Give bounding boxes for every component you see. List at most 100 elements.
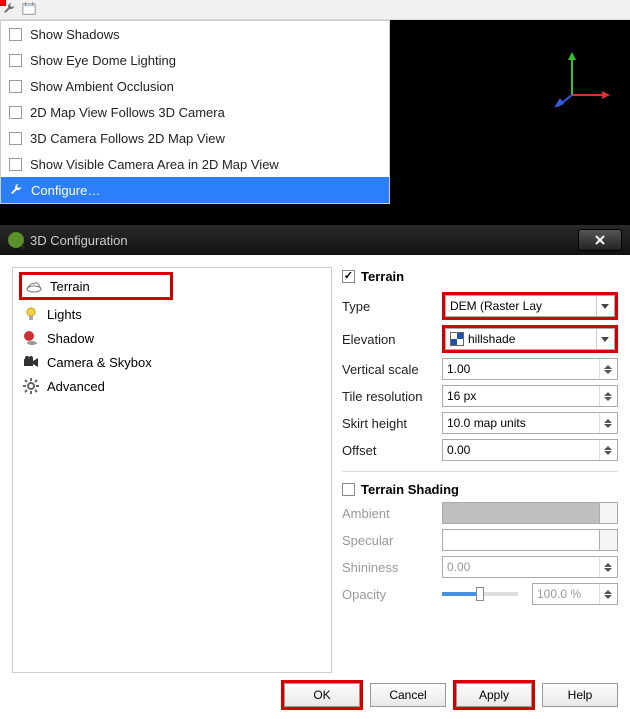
dialog-titlebar: 3D Configuration bbox=[0, 225, 630, 255]
close-button[interactable] bbox=[578, 229, 622, 251]
menu-2d-follows-3d[interactable]: 2D Map View Follows 3D Camera bbox=[1, 99, 389, 125]
checkbox-icon bbox=[9, 158, 22, 171]
row-offset: Offset 0.00 bbox=[342, 439, 618, 461]
chevron-down-icon[interactable] bbox=[600, 502, 618, 524]
ambient-label: Ambient bbox=[342, 506, 434, 521]
sidebar-label: Terrain bbox=[50, 279, 90, 294]
spinbox-arrows-icon[interactable] bbox=[599, 584, 615, 604]
checkbox-icon bbox=[9, 54, 22, 67]
section-title: Terrain bbox=[361, 269, 404, 284]
row-skirt: Skirt height 10.0 map units bbox=[342, 412, 618, 434]
spinbox-arrows-icon[interactable] bbox=[599, 413, 615, 433]
ambient-color-swatch[interactable] bbox=[442, 502, 600, 524]
checkbox-icon bbox=[9, 132, 22, 145]
opacity-label: Opacity bbox=[342, 587, 434, 602]
button-label: Cancel bbox=[389, 688, 426, 702]
menu-label: Show Ambient Occlusion bbox=[30, 79, 174, 94]
combo-value: DEM (Raster Lay bbox=[450, 299, 542, 313]
skirt-input[interactable]: 10.0 map units bbox=[442, 412, 618, 434]
menu-label: 2D Map View Follows 3D Camera bbox=[30, 105, 225, 120]
shininess-label: Shininess bbox=[342, 560, 434, 575]
menu-label: Configure… bbox=[31, 183, 100, 198]
highlight-terrain: Terrain bbox=[19, 272, 173, 300]
sidebar-item-terrain[interactable]: Terrain bbox=[26, 276, 90, 296]
spin-value: 100.0 % bbox=[537, 587, 581, 601]
menu-label: Show Shadows bbox=[30, 27, 120, 42]
checkbox-icon bbox=[9, 80, 22, 93]
row-opacity: Opacity 100.0 % bbox=[342, 583, 618, 605]
sidebar-item-shadow[interactable]: Shadow bbox=[13, 326, 331, 350]
opacity-input[interactable]: 100.0 % bbox=[532, 583, 618, 605]
sidebar-item-advanced[interactable]: Advanced bbox=[13, 374, 331, 398]
spin-value: 0.00 bbox=[447, 443, 470, 457]
row-specular: Specular bbox=[342, 529, 618, 551]
axis-gizmo bbox=[552, 50, 612, 110]
highlight-elevation: hillshade bbox=[442, 325, 618, 353]
notification-dot bbox=[0, 0, 6, 6]
row-type: Type DEM (Raster Lay bbox=[342, 292, 618, 320]
sidebar-item-camera[interactable]: Camera & Skybox bbox=[13, 350, 331, 374]
chevron-down-icon[interactable] bbox=[600, 529, 618, 551]
row-elevation: Elevation hillshade bbox=[342, 325, 618, 353]
spin-value: 1.00 bbox=[447, 362, 470, 376]
spinbox-arrows-icon[interactable] bbox=[599, 359, 615, 379]
shading-section-header[interactable]: Terrain Shading bbox=[342, 482, 618, 497]
tileres-input[interactable]: 16 px bbox=[442, 385, 618, 407]
menu-show-shadows[interactable]: Show Shadows bbox=[1, 21, 389, 47]
spin-value: 0.00 bbox=[447, 560, 470, 574]
terrain-icon bbox=[26, 278, 42, 294]
lightbulb-icon bbox=[23, 306, 39, 322]
section-title: Terrain Shading bbox=[361, 482, 459, 497]
specular-label: Specular bbox=[342, 533, 434, 548]
tileres-label: Tile resolution bbox=[342, 389, 434, 404]
offset-input[interactable]: 0.00 bbox=[442, 439, 618, 461]
dialog-footer: OK Cancel Apply Help bbox=[12, 673, 618, 707]
help-button[interactable]: Help bbox=[542, 683, 618, 707]
sidebar-item-lights[interactable]: Lights bbox=[13, 302, 331, 326]
button-label: Apply bbox=[479, 688, 509, 702]
3d-viewport[interactable] bbox=[390, 20, 630, 225]
row-tile-res: Tile resolution 16 px bbox=[342, 385, 618, 407]
elevation-combo[interactable]: hillshade bbox=[445, 328, 615, 350]
ok-button[interactable]: OK bbox=[284, 683, 360, 707]
row-ambient: Ambient bbox=[342, 502, 618, 524]
spinbox-arrows-icon[interactable] bbox=[599, 440, 615, 460]
shadow-icon bbox=[23, 330, 39, 346]
highlight-type: DEM (Raster Lay bbox=[442, 292, 618, 320]
menu-show-edl[interactable]: Show Eye Dome Lighting bbox=[1, 47, 389, 73]
sidebar-label: Camera & Skybox bbox=[47, 355, 152, 370]
button-label: Help bbox=[568, 688, 593, 702]
shading-checkbox[interactable] bbox=[342, 483, 355, 496]
checkbox-icon bbox=[9, 28, 22, 41]
top-toolbar bbox=[0, 0, 630, 20]
dialog-title-text: 3D Configuration bbox=[30, 233, 128, 248]
elevation-label: Elevation bbox=[342, 332, 434, 347]
terrain-checkbox[interactable] bbox=[342, 270, 355, 283]
skirt-label: Skirt height bbox=[342, 416, 434, 431]
type-label: Type bbox=[342, 299, 434, 314]
button-label: OK bbox=[313, 688, 330, 702]
sidebar-label: Shadow bbox=[47, 331, 94, 346]
sidebar: Terrain Lights Shadow Camera & Skybox Ad… bbox=[12, 267, 332, 673]
calendar-icon[interactable] bbox=[22, 2, 38, 18]
menu-show-camera-area[interactable]: Show Visible Camera Area in 2D Map View bbox=[1, 151, 389, 177]
checkbox-icon bbox=[9, 106, 22, 119]
apply-button[interactable]: Apply bbox=[456, 683, 532, 707]
menu-configure[interactable]: Configure… bbox=[1, 177, 389, 203]
combo-value: hillshade bbox=[468, 332, 515, 346]
cancel-button[interactable]: Cancel bbox=[370, 683, 446, 707]
spinbox-arrows-icon[interactable] bbox=[599, 386, 615, 406]
spinbox-arrows-icon[interactable] bbox=[599, 557, 615, 577]
sidebar-label: Advanced bbox=[47, 379, 105, 394]
opacity-slider[interactable] bbox=[442, 592, 518, 596]
shininess-input[interactable]: 0.00 bbox=[442, 556, 618, 578]
type-combo[interactable]: DEM (Raster Lay bbox=[445, 295, 615, 317]
menu-3d-follows-2d[interactable]: 3D Camera Follows 2D Map View bbox=[1, 125, 389, 151]
vscale-input[interactable]: 1.00 bbox=[442, 358, 618, 380]
qgis-logo-icon bbox=[8, 232, 24, 248]
sidebar-label: Lights bbox=[47, 307, 82, 322]
dialog-body: Terrain Lights Shadow Camera & Skybox Ad… bbox=[0, 255, 630, 719]
specular-color-swatch[interactable] bbox=[442, 529, 600, 551]
menu-show-ao[interactable]: Show Ambient Occlusion bbox=[1, 73, 389, 99]
terrain-section-header[interactable]: Terrain bbox=[342, 267, 618, 286]
